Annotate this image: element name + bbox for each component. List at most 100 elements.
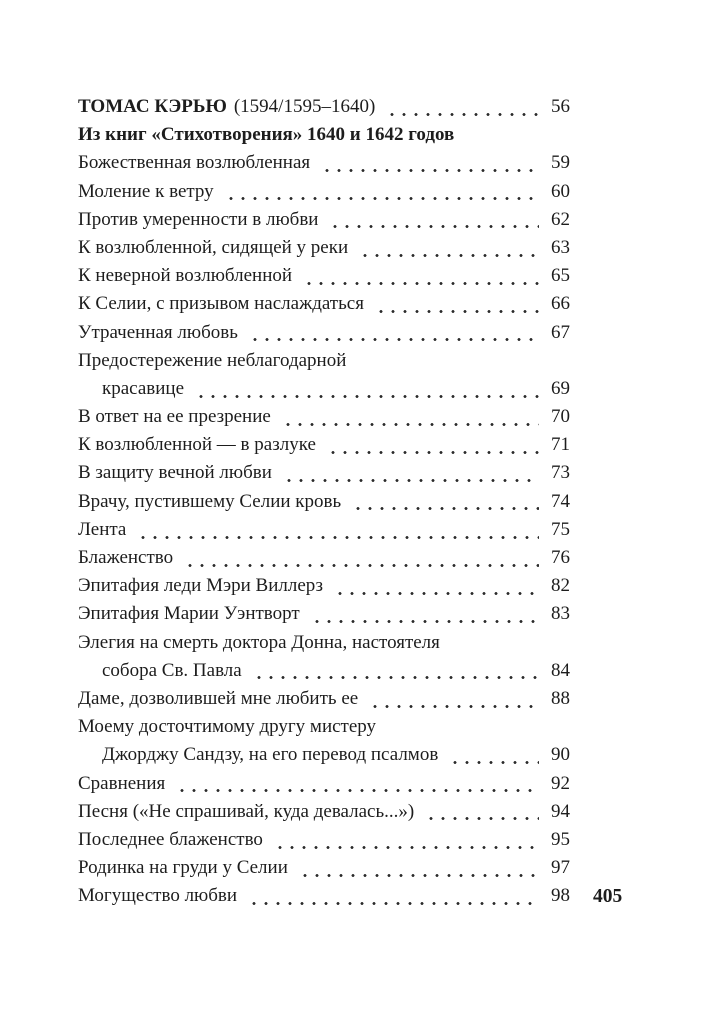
dot-leader xyxy=(447,741,539,770)
toc-entry-line: Джорджу Сандзу, на его перевод псалмов 90 xyxy=(78,741,570,770)
dot-leader xyxy=(324,431,539,460)
entry-title: К неверной возлюбленной xyxy=(78,265,293,287)
entry-page-number: 76 xyxy=(551,547,570,568)
dot-leader xyxy=(246,318,539,347)
entry-title: Даме, дозволившей мне любить ее xyxy=(78,687,359,709)
entry-page-number: 84 xyxy=(551,659,570,681)
entry-page-number: 67 xyxy=(551,321,570,343)
entry-page-number: 95 xyxy=(551,828,570,850)
entry-title: Элегия на смерть доктора Донна, настояте… xyxy=(78,631,440,653)
toc-entry-line: Эпитафия Марии Уэнтворт 83 xyxy=(78,600,570,629)
entry-page-number: 94 xyxy=(551,800,570,822)
toc-entry-line: красавице 69 xyxy=(78,374,570,404)
entry-title: Сравнения xyxy=(78,772,166,794)
entry-title: Моему досточтимому другу мистеру xyxy=(78,716,377,738)
entry-page-number: 88 xyxy=(551,687,570,709)
entry-title: К Селии, с призывом наслаждаться xyxy=(78,293,364,315)
toc-entry-line: Песня («Не спрашивай, куда девалась...»)… xyxy=(78,797,570,826)
author-name: ТОМАС КЭРЬЮ xyxy=(78,96,227,117)
toc-entry-line: Моление к ветру 60 xyxy=(78,177,570,206)
entry-page-number: 92 xyxy=(551,772,570,794)
entry-title: Эпитафия Марии Уэнтворт xyxy=(78,603,300,625)
entry-title: собора Св. Павла xyxy=(102,659,242,681)
entry-page-number: 56 xyxy=(551,96,570,117)
dot-leader xyxy=(423,797,539,826)
author-years: (1594/1595–1640) xyxy=(233,96,376,117)
dot-leader xyxy=(280,459,539,488)
dot-leader xyxy=(332,572,539,601)
entry-page-number: 66 xyxy=(551,293,570,315)
entry-title: Блаженство xyxy=(78,547,174,568)
entry-page-number: 97 xyxy=(551,857,570,879)
toc-entries: Божественная возлюбленная 59 Моление к вет… xyxy=(78,149,570,911)
dot-leader xyxy=(182,544,539,573)
author-heading: ТОМАС КЭРЬЮ (1594/1595–1640) xyxy=(78,93,375,121)
toc-author-row: ТОМАС КЭРЬЮ (1594/1595–1640) 56 xyxy=(78,93,570,122)
dot-leader xyxy=(327,205,539,234)
entry-page-number: 98 xyxy=(551,885,570,907)
toc-entry-line: Эпитафия леди Мэри Виллерз 82 xyxy=(78,572,570,601)
entry-title: Против умеренности в любви xyxy=(78,208,319,230)
entry-page-number: 75 xyxy=(551,518,570,540)
entry-title: К возлюбленной — в разлуке xyxy=(78,434,316,456)
entry-title: Могущество любви xyxy=(78,885,238,907)
dot-leader xyxy=(350,487,539,516)
entry-page-number: 60 xyxy=(551,180,570,202)
dot-leader xyxy=(174,769,539,798)
toc-entry-line: В защиту вечной любви 73 xyxy=(78,459,570,488)
section-title-text: Из книг «Стихотворения» 1640 и 1642 годо… xyxy=(78,124,455,146)
entry-page-number: 65 xyxy=(551,265,570,287)
toc-entry-line: К Селии, с призывом наслаждаться 66 xyxy=(78,290,570,319)
toc-entry-line: Божественная возлюбленная 59 xyxy=(78,149,570,178)
toc-section-title: Из книг «Стихотворения» 1640 и 1642 годо… xyxy=(78,121,570,149)
toc-entry-line: Сравнения 92 xyxy=(78,769,570,798)
entry-title: Песня («Не спрашивай, куда девалась...») xyxy=(78,800,415,822)
dot-leader xyxy=(367,684,539,714)
dot-leader xyxy=(308,600,539,629)
entry-title: Предостережение неблагодарной xyxy=(78,349,347,371)
entry-title: Джорджу Сандзу, на его перевод псалмов xyxy=(102,744,439,766)
dot-leader xyxy=(384,93,539,122)
toc-entry-line: Лента 75 xyxy=(78,515,570,544)
entry-page-number: 90 xyxy=(551,744,570,766)
dot-leader xyxy=(279,403,539,432)
entry-title: К возлюбленной, сидящей у реки xyxy=(78,236,349,258)
toc-entry-line: К неверной возлюбленной 65 xyxy=(78,262,570,291)
dot-leader xyxy=(250,656,539,685)
entry-title: Лента xyxy=(78,518,127,540)
entry-page-number: 62 xyxy=(551,208,570,230)
entry-page-number: 82 xyxy=(551,575,570,597)
dot-leader xyxy=(372,290,539,319)
entry-page-number: 83 xyxy=(551,603,570,625)
toc-entry-line: К возлюбленной, сидящей у реки 63 xyxy=(78,233,570,263)
dot-leader xyxy=(193,374,539,404)
dot-leader xyxy=(271,825,539,855)
entry-title: красавице xyxy=(102,377,185,399)
entry-page-number: 63 xyxy=(551,236,570,258)
dot-leader xyxy=(135,515,539,544)
entry-title: Моление к ветру xyxy=(78,180,214,202)
entry-title: Эпитафия леди Мэри Виллерз xyxy=(78,575,324,597)
dot-leader xyxy=(296,854,539,883)
toc-entry-line: Могущество любви 98 xyxy=(78,882,570,911)
toc-entry-line: Блаженство 76 xyxy=(78,544,570,573)
toc-entry-line: В ответ на ее презрение 70 xyxy=(78,403,570,432)
dot-leader xyxy=(246,882,539,911)
toc-entry-line: Даме, дозволившей мне любить ее 88 xyxy=(78,684,570,714)
toc-entry-line: Моему досточтимому другу мистеру xyxy=(78,713,570,741)
toc-entry-line: собора Св. Павла 84 xyxy=(78,656,570,685)
dot-leader xyxy=(319,149,539,178)
entry-page-number: 71 xyxy=(551,434,570,456)
toc-entry-line: Последнее блаженство 95 xyxy=(78,825,570,855)
book-page-number: 405 xyxy=(593,886,623,907)
entry-title: Божественная возлюбленная xyxy=(78,152,311,174)
dot-leader xyxy=(222,177,539,206)
entry-page-number: 74 xyxy=(551,490,570,512)
entry-page-number: 59 xyxy=(551,152,570,174)
dot-leader xyxy=(301,262,539,291)
toc-entry-line: Родинка на груди у Селии 97 xyxy=(78,854,570,883)
toc-entry-line: Врачу, пустившему Селии кровь 74 xyxy=(78,487,570,516)
toc-entry-line: Предостережение неблагодарной xyxy=(78,347,570,375)
entry-page-number: 73 xyxy=(551,462,570,484)
entry-title: Утраченная любовь xyxy=(78,321,238,343)
